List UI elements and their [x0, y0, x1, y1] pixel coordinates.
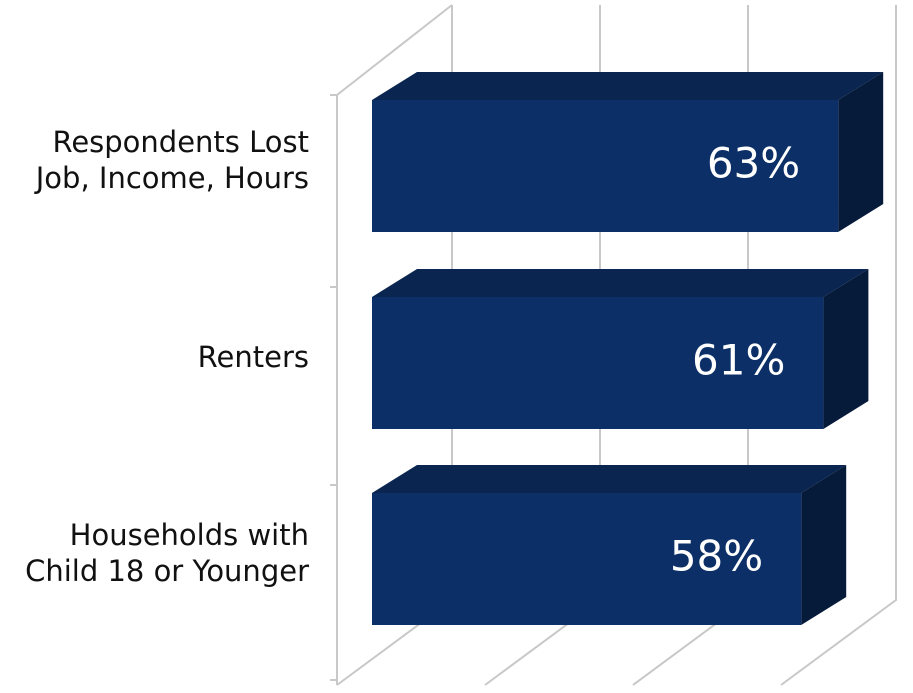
bar	[372, 297, 824, 429]
value-label: 63%	[707, 139, 800, 188]
value-label: 58%	[670, 532, 763, 581]
category-label: Renters	[197, 340, 309, 374]
bar-top	[372, 269, 869, 297]
bar	[372, 100, 839, 232]
bar-top	[372, 72, 884, 100]
bar-side	[801, 465, 847, 625]
grid-line	[780, 5, 897, 686]
bar-side	[838, 72, 884, 232]
category-label: Households with Child 18 or Younger	[25, 518, 309, 588]
bar	[372, 493, 802, 625]
bar-side	[823, 269, 869, 429]
value-label: 61%	[692, 336, 785, 385]
bar-top	[372, 465, 847, 493]
category-label: Respondents Lost Job, Income, Hours	[35, 125, 309, 195]
